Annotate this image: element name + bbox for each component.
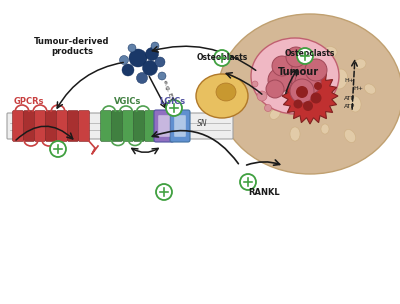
Text: e.g. ET: e.g. ET xyxy=(162,79,174,101)
Circle shape xyxy=(303,101,313,111)
Text: products: products xyxy=(51,47,93,57)
Ellipse shape xyxy=(290,127,300,141)
FancyBboxPatch shape xyxy=(170,110,190,142)
Text: GPCRs: GPCRs xyxy=(14,97,44,106)
Ellipse shape xyxy=(364,84,376,94)
Circle shape xyxy=(264,105,272,112)
Text: Osteoblasts: Osteoblasts xyxy=(196,53,248,62)
FancyBboxPatch shape xyxy=(46,110,56,141)
Text: H+: H+ xyxy=(353,87,363,92)
FancyBboxPatch shape xyxy=(112,110,122,141)
FancyBboxPatch shape xyxy=(34,110,46,141)
Text: Tumour-derived: Tumour-derived xyxy=(34,37,110,47)
FancyBboxPatch shape xyxy=(144,110,156,141)
Ellipse shape xyxy=(354,59,366,69)
Circle shape xyxy=(166,100,182,116)
Text: ATP: ATP xyxy=(344,95,355,101)
Circle shape xyxy=(266,80,284,98)
Polygon shape xyxy=(282,68,338,124)
Circle shape xyxy=(142,60,158,75)
Circle shape xyxy=(314,82,322,90)
Circle shape xyxy=(257,91,267,101)
Circle shape xyxy=(146,47,158,60)
Ellipse shape xyxy=(344,130,356,143)
Circle shape xyxy=(136,72,148,84)
Circle shape xyxy=(305,59,327,81)
Circle shape xyxy=(278,57,308,87)
FancyBboxPatch shape xyxy=(158,115,170,137)
Circle shape xyxy=(120,56,128,64)
FancyBboxPatch shape xyxy=(78,110,90,141)
Circle shape xyxy=(158,72,166,80)
Circle shape xyxy=(295,69,321,95)
Circle shape xyxy=(286,47,306,67)
Text: Osteoclasts: Osteoclasts xyxy=(285,49,335,58)
Ellipse shape xyxy=(196,74,248,118)
Circle shape xyxy=(50,141,66,157)
Ellipse shape xyxy=(323,47,337,57)
Circle shape xyxy=(214,50,230,66)
Circle shape xyxy=(296,86,308,98)
FancyBboxPatch shape xyxy=(100,110,112,141)
Ellipse shape xyxy=(216,83,236,101)
Text: ATP: ATP xyxy=(344,105,355,109)
Text: RANKL: RANKL xyxy=(248,188,280,197)
Ellipse shape xyxy=(270,109,280,119)
Text: LGICs: LGICs xyxy=(159,97,185,106)
Ellipse shape xyxy=(302,101,318,117)
Circle shape xyxy=(151,42,159,50)
Text: VGICs: VGICs xyxy=(114,97,142,106)
Circle shape xyxy=(240,174,256,190)
Circle shape xyxy=(272,56,292,76)
Circle shape xyxy=(252,81,258,87)
Circle shape xyxy=(156,184,172,200)
Ellipse shape xyxy=(349,96,361,112)
FancyBboxPatch shape xyxy=(154,110,174,142)
FancyBboxPatch shape xyxy=(7,113,233,139)
Ellipse shape xyxy=(218,14,400,174)
Text: SN: SN xyxy=(197,119,207,129)
Text: H+: H+ xyxy=(344,78,354,82)
Circle shape xyxy=(128,44,136,52)
Circle shape xyxy=(122,64,134,76)
FancyBboxPatch shape xyxy=(56,110,68,141)
FancyBboxPatch shape xyxy=(174,115,186,137)
Circle shape xyxy=(268,68,292,92)
Ellipse shape xyxy=(278,49,292,63)
Ellipse shape xyxy=(332,69,348,89)
FancyBboxPatch shape xyxy=(12,110,24,141)
FancyBboxPatch shape xyxy=(156,110,166,141)
Circle shape xyxy=(310,92,322,103)
FancyBboxPatch shape xyxy=(68,110,78,141)
Ellipse shape xyxy=(264,76,286,92)
Circle shape xyxy=(290,79,314,103)
Circle shape xyxy=(155,57,165,67)
Text: Tumour: Tumour xyxy=(278,67,318,77)
FancyBboxPatch shape xyxy=(134,110,144,141)
Ellipse shape xyxy=(321,124,329,134)
Circle shape xyxy=(297,48,313,64)
Ellipse shape xyxy=(251,38,339,114)
Circle shape xyxy=(294,99,302,109)
Circle shape xyxy=(129,49,147,67)
FancyBboxPatch shape xyxy=(122,110,134,141)
FancyBboxPatch shape xyxy=(24,110,34,141)
